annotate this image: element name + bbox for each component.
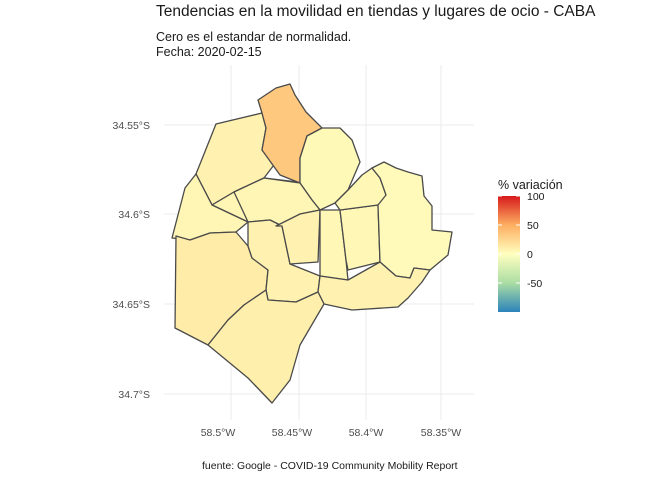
x-tick: 58.5°W <box>201 427 236 439</box>
map-caption: fuente: Google - COVID-19 Community Mobi… <box>202 460 458 472</box>
x-axis-ticks: 58.5°W 58.45°W 58.4°W 58.35°W <box>201 427 462 439</box>
regions <box>171 83 453 404</box>
region-comuna-3[interactable] <box>339 204 381 271</box>
map-date: Fecha: 2020-02-15 <box>156 45 262 59</box>
y-tick: 34.7°S <box>118 389 150 401</box>
legend-tick-label: 100 <box>527 191 545 203</box>
legend: % variación 100 50 0 -50 <box>498 178 563 312</box>
region-comuna-5[interactable] <box>319 209 349 281</box>
legend-tick-label: 50 <box>527 220 539 232</box>
y-tick: 34.55°S <box>113 120 150 132</box>
y-tick: 34.6°S <box>118 209 150 221</box>
legend-title: % variación <box>498 178 563 192</box>
x-tick: 58.35°W <box>421 427 461 439</box>
y-axis-ticks: 34.55°S 34.6°S 34.65°S 34.7°S <box>113 120 150 401</box>
region-comuna-6[interactable] <box>275 209 321 265</box>
x-tick: 58.45°W <box>272 427 312 439</box>
region-comuna-8[interactable] <box>207 289 325 404</box>
map-subtitle: Cero es el estandar de normalidad. <box>156 30 352 44</box>
legend-ticks: 100 50 0 -50 <box>498 191 545 290</box>
legend-colorbar <box>498 196 520 312</box>
region-comuna-1[interactable] <box>371 161 453 279</box>
x-tick: 58.4°W <box>349 427 384 439</box>
legend-tick-label: 0 <box>527 249 533 261</box>
map-title: Tendencias en la movilidad en tiendas y … <box>156 3 596 20</box>
legend-tick-label: -50 <box>527 278 542 290</box>
region-comuna-4[interactable] <box>317 261 431 311</box>
y-tick: 34.65°S <box>113 299 150 311</box>
